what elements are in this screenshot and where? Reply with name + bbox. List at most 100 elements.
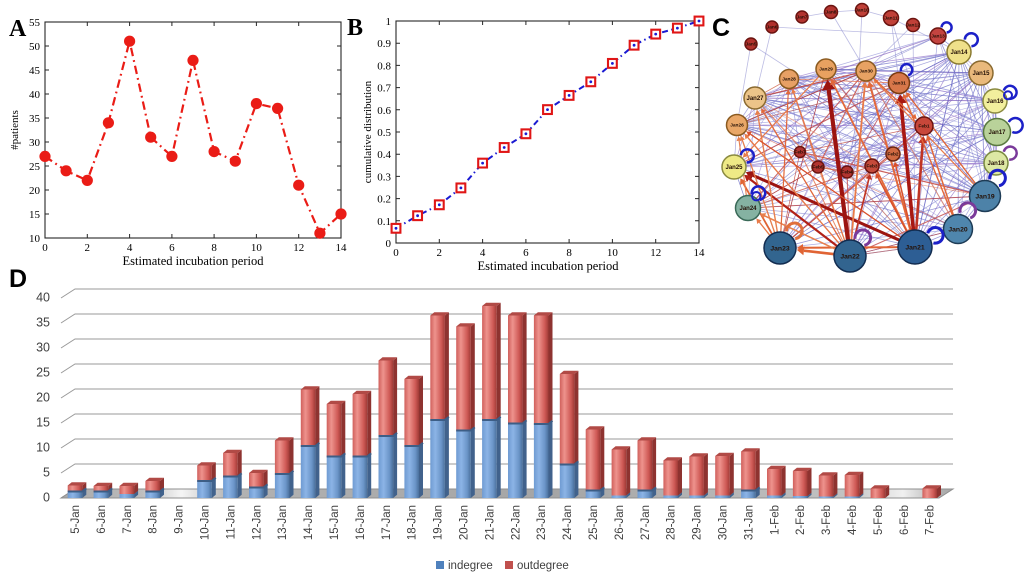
svg-text:Jan15: Jan15 <box>972 71 990 77</box>
svg-text:35: 35 <box>36 316 50 330</box>
svg-text:Feb4: Feb4 <box>841 170 853 176</box>
svg-text:cumulative distribution: cumulative distribution <box>362 80 374 183</box>
svg-text:0: 0 <box>386 238 392 250</box>
svg-text:14: 14 <box>336 242 348 254</box>
svg-text:18-Jan: 18-Jan <box>407 505 419 540</box>
svg-text:Jan13: Jan13 <box>931 34 945 40</box>
svg-text:12: 12 <box>293 242 304 254</box>
svg-text:4: 4 <box>127 242 133 254</box>
svg-text:Jan18: Jan18 <box>987 161 1005 167</box>
svg-text:21-Jan: 21-Jan <box>484 505 496 540</box>
svg-text:6-Jan: 6-Jan <box>96 505 108 534</box>
svg-text:40: 40 <box>36 291 50 305</box>
svg-text:28-Jan: 28-Jan <box>666 505 678 540</box>
svg-text:11-Jan: 11-Jan <box>225 505 237 539</box>
svg-text:Jan17: Jan17 <box>988 130 1006 136</box>
svg-text:8: 8 <box>211 242 217 254</box>
svg-text:50: 50 <box>29 41 41 53</box>
svg-text:0: 0 <box>393 247 399 259</box>
svg-text:5: 5 <box>43 466 50 480</box>
svg-text:Feb7: Feb7 <box>794 150 806 156</box>
svg-text:Jan29: Jan29 <box>819 67 833 73</box>
svg-text:25: 25 <box>36 366 50 380</box>
svg-text:Jan25: Jan25 <box>725 165 743 171</box>
svg-text:4: 4 <box>480 247 486 259</box>
svg-text:7-Jan: 7-Jan <box>122 505 134 534</box>
svg-text:Jan24: Jan24 <box>739 206 757 212</box>
svg-text:15: 15 <box>29 209 41 221</box>
svg-text:25: 25 <box>29 161 41 173</box>
svg-text:1-Feb: 1-Feb <box>769 505 781 535</box>
svg-text:Jan7: Jan7 <box>797 15 808 21</box>
svg-text:40: 40 <box>29 89 41 101</box>
svg-text:12: 12 <box>650 247 661 259</box>
svg-text:15: 15 <box>36 416 50 430</box>
svg-text:29-Jan: 29-Jan <box>692 505 704 540</box>
svg-text:6-Feb: 6-Feb <box>899 505 911 535</box>
svg-text:3-Feb: 3-Feb <box>821 505 833 535</box>
svg-text:Jan20: Jan20 <box>948 226 967 233</box>
svg-text:A: A <box>9 16 27 42</box>
svg-text:Jan22: Jan22 <box>840 253 859 260</box>
svg-text:26-Jan: 26-Jan <box>614 505 626 540</box>
svg-text:Estimated incubation period: Estimated incubation period <box>478 259 620 273</box>
svg-text:B: B <box>347 15 363 41</box>
svg-text:10: 10 <box>607 247 619 259</box>
svg-text:Jan21: Jan21 <box>905 244 924 251</box>
svg-text:Jan30: Jan30 <box>859 69 873 75</box>
svg-text:Jan5: Jan5 <box>746 42 757 48</box>
svg-text:Jan27: Jan27 <box>746 96 764 102</box>
svg-text:4-Feb: 4-Feb <box>847 505 859 535</box>
svg-text:C: C <box>712 14 730 42</box>
svg-text:27-Jan: 27-Jan <box>640 505 652 540</box>
svg-text:6: 6 <box>523 247 529 259</box>
svg-text:22-Jan: 22-Jan <box>510 505 522 540</box>
svg-text:Estimated incubation period: Estimated incubation period <box>123 254 265 268</box>
svg-text:31-Jan: 31-Jan <box>743 505 755 540</box>
svg-text:0.8: 0.8 <box>377 60 391 72</box>
svg-text:25-Jan: 25-Jan <box>588 505 600 540</box>
svg-text:Jan19: Jan19 <box>975 193 994 200</box>
svg-text:30: 30 <box>29 137 41 149</box>
svg-text:0.6: 0.6 <box>377 105 391 117</box>
svg-text:D: D <box>9 265 27 293</box>
svg-text:8-Jan: 8-Jan <box>148 505 160 534</box>
svg-text:23-Jan: 23-Jan <box>536 505 548 540</box>
svg-text:24-Jan: 24-Jan <box>562 505 574 540</box>
svg-text:5-Jan: 5-Jan <box>70 505 82 534</box>
svg-text:0.2: 0.2 <box>377 194 391 206</box>
svg-text:2: 2 <box>85 242 91 254</box>
svg-text:20: 20 <box>36 391 50 405</box>
svg-text:5-Feb: 5-Feb <box>873 505 885 535</box>
svg-text:Jan12: Jan12 <box>906 23 920 29</box>
svg-text:Jan8: Jan8 <box>826 10 837 16</box>
svg-text:19-Jan: 19-Jan <box>433 505 445 540</box>
svg-text:15-Jan: 15-Jan <box>329 505 341 540</box>
svg-text:7-Feb: 7-Feb <box>925 505 937 535</box>
svg-text:0.4: 0.4 <box>377 149 391 161</box>
svg-text:14: 14 <box>694 247 706 259</box>
svg-text:outdegree: outdegree <box>517 560 569 572</box>
svg-text:1: 1 <box>386 16 392 28</box>
svg-text:Feb1: Feb1 <box>918 124 930 130</box>
svg-text:30: 30 <box>36 341 50 355</box>
svg-text:0.1: 0.1 <box>377 216 391 228</box>
svg-text:17-Jan: 17-Jan <box>381 505 393 540</box>
svg-text:12-Jan: 12-Jan <box>251 505 263 540</box>
svg-text:16-Jan: 16-Jan <box>355 505 367 540</box>
svg-text:Jan10: Jan10 <box>855 8 869 14</box>
svg-text:45: 45 <box>29 65 41 77</box>
svg-text:14-Jan: 14-Jan <box>303 505 315 540</box>
svg-text:Jan11: Jan11 <box>884 16 898 22</box>
svg-text:Jan31: Jan31 <box>892 81 906 87</box>
svg-text:Feb3: Feb3 <box>866 164 878 170</box>
svg-text:10: 10 <box>29 233 41 245</box>
svg-text:6: 6 <box>169 242 175 254</box>
svg-text:20: 20 <box>29 185 41 197</box>
svg-text:0: 0 <box>42 242 48 254</box>
svg-text:0.3: 0.3 <box>377 171 391 183</box>
svg-text:35: 35 <box>29 113 41 125</box>
svg-text:9-Jan: 9-Jan <box>174 505 186 534</box>
svg-text:10: 10 <box>36 441 50 455</box>
svg-text:#patients: #patients <box>9 110 21 150</box>
